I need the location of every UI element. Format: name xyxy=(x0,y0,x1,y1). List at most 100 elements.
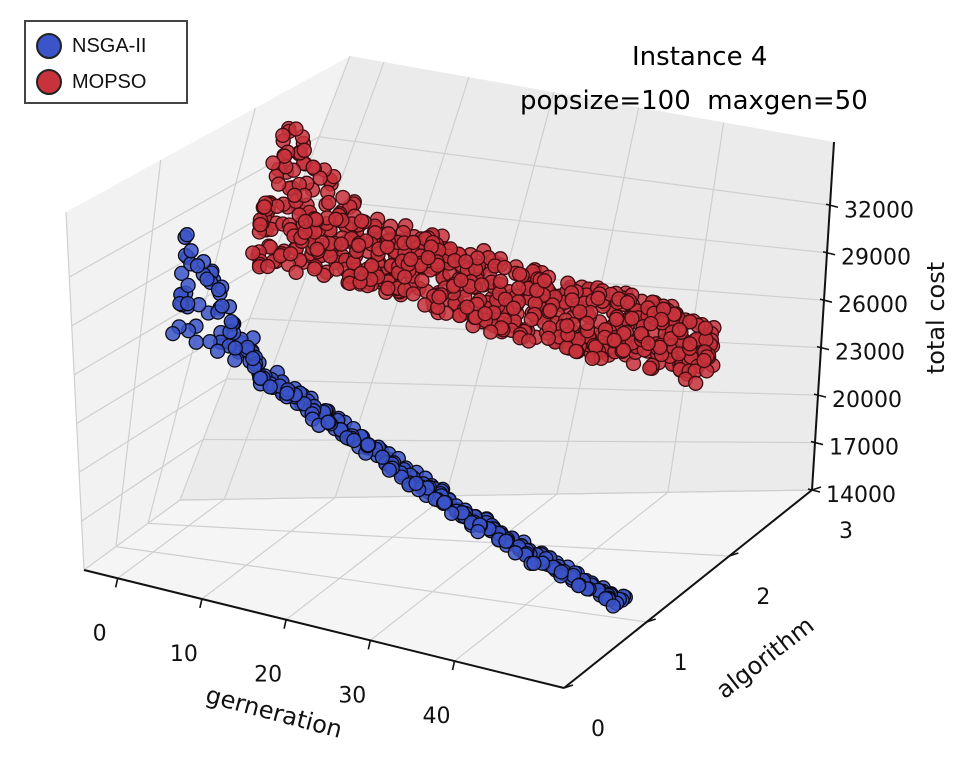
legend-item-mopso: MOPSO xyxy=(36,66,146,98)
series-mopso xyxy=(245,120,722,391)
data-point xyxy=(305,159,321,175)
y-tick-label: 1 xyxy=(674,651,688,676)
z-tick-label: 14000 xyxy=(826,483,896,508)
data-point xyxy=(470,523,486,540)
data-point xyxy=(507,545,523,561)
data-point xyxy=(296,142,312,158)
x-tick xyxy=(114,578,119,588)
x-tick xyxy=(283,619,287,629)
data-point xyxy=(624,310,640,326)
z-tick-label: 23000 xyxy=(835,341,905,366)
legend-item-nsga-ii: NSGA-II xyxy=(36,30,146,62)
data-point xyxy=(536,273,553,289)
z-tick xyxy=(807,488,821,493)
data-point xyxy=(328,211,344,227)
data-point xyxy=(328,261,345,277)
data-point xyxy=(256,199,273,215)
z-axis-label: total cost xyxy=(922,262,950,374)
data-point xyxy=(417,297,433,313)
data-point xyxy=(265,155,281,171)
data-point xyxy=(590,290,606,306)
data-point xyxy=(697,320,714,336)
y-axis-line xyxy=(563,489,813,689)
data-point xyxy=(245,245,261,261)
data-point xyxy=(540,330,556,346)
z-tick-label: 32000 xyxy=(844,198,914,223)
data-point xyxy=(572,304,588,320)
data-point xyxy=(379,239,395,255)
data-point xyxy=(360,437,376,453)
y-tick-label: 0 xyxy=(591,717,605,742)
data-point xyxy=(282,246,299,262)
data-point xyxy=(615,342,632,358)
data-point xyxy=(498,533,514,549)
legend: NSGA-II MOPSO xyxy=(24,20,188,104)
y-tick xyxy=(729,552,739,557)
data-point xyxy=(179,227,195,243)
data-point xyxy=(174,265,190,282)
data-point xyxy=(335,189,351,206)
data-point xyxy=(252,370,269,386)
z-tick-label: 20000 xyxy=(832,388,902,413)
data-point xyxy=(180,277,196,294)
z-tick-label: 29000 xyxy=(841,246,911,271)
data-point xyxy=(505,300,522,316)
data-point xyxy=(214,298,230,314)
z-tick-label: 17000 xyxy=(829,436,899,461)
data-point xyxy=(436,494,453,511)
data-point xyxy=(682,336,698,352)
data-point xyxy=(306,261,323,277)
x-axis-label: gerneration xyxy=(203,681,345,744)
y-axis-label: algorithm xyxy=(711,611,820,704)
data-point xyxy=(526,555,542,572)
data-point xyxy=(431,289,447,305)
data-point xyxy=(568,343,584,360)
data-point xyxy=(696,352,712,369)
data-point xyxy=(353,213,370,229)
data-point xyxy=(279,385,295,402)
data-point xyxy=(405,234,421,251)
data-point xyxy=(183,243,199,259)
pane-floor xyxy=(84,490,812,688)
data-point xyxy=(444,505,460,522)
data-point xyxy=(579,315,595,331)
data-point xyxy=(252,216,268,233)
data-point xyxy=(364,258,380,274)
y-tick xyxy=(646,618,656,623)
x-tick xyxy=(199,598,203,609)
data-point xyxy=(227,340,243,356)
data-point xyxy=(477,305,493,322)
data-point xyxy=(688,375,704,391)
data-point xyxy=(553,564,569,580)
x-tick-label: 10 xyxy=(170,642,198,667)
data-point xyxy=(381,462,397,478)
data-point xyxy=(510,280,527,296)
data-point xyxy=(189,258,206,274)
data-point xyxy=(297,213,314,230)
grid-line-z xyxy=(81,438,816,522)
data-point xyxy=(473,277,490,293)
data-point xyxy=(584,350,600,367)
data-point xyxy=(276,148,293,164)
data-point xyxy=(320,414,336,430)
z-tick xyxy=(822,250,836,256)
legend-label-mopso: MOPSO xyxy=(72,70,147,93)
data-point xyxy=(564,292,580,308)
data-point xyxy=(165,325,181,342)
data-point xyxy=(180,295,196,312)
data-point xyxy=(312,170,328,186)
data-point xyxy=(619,294,636,311)
data-point xyxy=(286,187,303,203)
x-tick-label: 0 xyxy=(93,621,107,646)
data-point xyxy=(453,272,469,289)
x-tick-label: 30 xyxy=(338,683,366,708)
data-point xyxy=(275,127,291,144)
data-point xyxy=(260,258,276,275)
data-point xyxy=(403,251,419,267)
y-tick xyxy=(811,486,822,491)
data-point xyxy=(210,282,227,298)
data-point xyxy=(521,333,537,349)
data-point xyxy=(374,449,391,465)
data-point xyxy=(640,335,656,352)
data-point xyxy=(671,322,688,338)
